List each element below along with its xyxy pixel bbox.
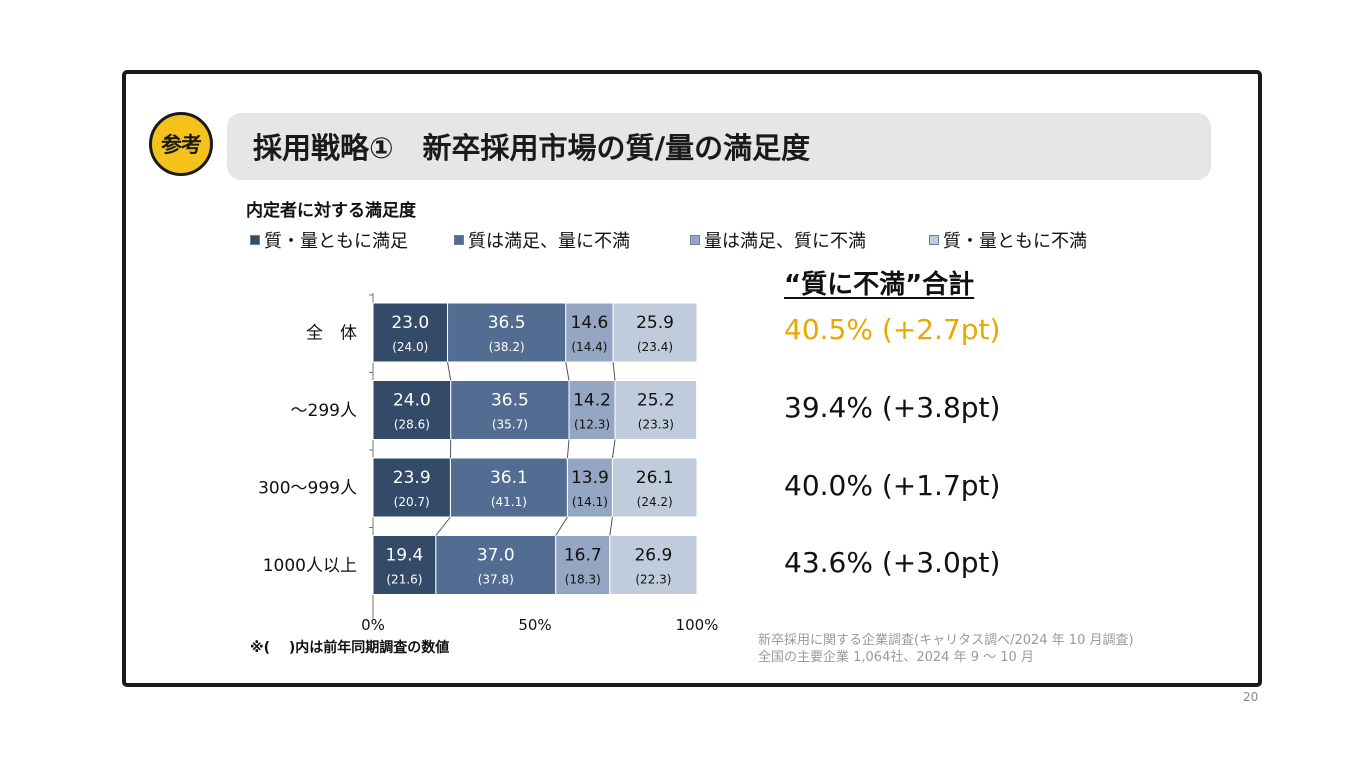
x-tick-label: 0%	[361, 616, 385, 634]
x-tick-label: 100%	[676, 616, 719, 634]
connector-line	[435, 516, 451, 536]
connector-line	[611, 439, 616, 459]
value-label: 23.9	[393, 468, 431, 488]
prev-value-label: (23.3)	[638, 418, 674, 432]
prev-value-label: (37.8)	[478, 573, 514, 587]
legend-item: 質・量ともに不満	[929, 227, 1087, 253]
total-value-small: 39.4% (+3.8pt)	[784, 391, 1001, 424]
legend-label: 質・量ともに満足	[264, 231, 408, 252]
legend-label: 質・量ともに不満	[943, 231, 1087, 252]
value-label: 26.1	[636, 468, 674, 488]
total-value-medium: 40.0% (+1.7pt)	[784, 469, 1001, 502]
connector-line	[565, 361, 570, 381]
value-label: 23.0	[391, 313, 429, 333]
source-line-1: 新卒採用に関する企業調査(キャリタス調べ/2024 年 10 月調査)	[758, 633, 1134, 648]
bar-segment	[372, 457, 451, 518]
chart-title: 内定者に対する満足度	[246, 201, 416, 221]
page-number: 20	[1243, 690, 1259, 704]
connector-line	[612, 361, 616, 381]
category-label: ～299人	[291, 401, 357, 421]
total-value-all: 40.5% (+2.7pt)	[784, 313, 1001, 346]
value-label: 25.2	[637, 391, 675, 411]
reference-badge: 参考	[149, 112, 213, 176]
value-label: 26.9	[634, 546, 672, 566]
prev-value-label: (18.3)	[565, 573, 601, 587]
bar-segment	[611, 457, 698, 518]
prev-value-label: (22.3)	[635, 573, 671, 587]
prev-value-label: (41.1)	[491, 495, 527, 509]
legend-swatch	[690, 235, 700, 245]
category-label: 全 体	[306, 324, 357, 344]
category-label: 300～999人	[258, 479, 357, 499]
legend-swatch	[454, 235, 464, 245]
value-label: 24.0	[393, 391, 431, 411]
bar-segment	[612, 302, 698, 363]
source-note: 新卒採用に関する企業調査(キャリタス調べ/2024 年 10 月調査) 全国の主…	[758, 632, 1134, 666]
prev-value-label: (14.1)	[572, 495, 608, 509]
bar-segment	[372, 380, 452, 440]
prev-value-label: (21.6)	[386, 573, 422, 587]
bar-segment	[555, 535, 611, 595]
prev-value-label: (28.6)	[394, 418, 430, 432]
category-label: 1000人以上	[263, 556, 357, 576]
legend-label: 量は満足、質に不満	[704, 231, 866, 252]
prev-value-label: (23.4)	[637, 340, 673, 354]
value-label: 13.9	[571, 468, 609, 488]
title-bar	[227, 113, 1211, 180]
prev-value-label: (35.7)	[492, 418, 528, 432]
prev-value-label: (24.0)	[392, 340, 428, 354]
prev-value-label: (24.2)	[637, 495, 673, 509]
value-label: 36.5	[488, 313, 526, 333]
legend-item: 量は満足、質に不満	[690, 227, 866, 253]
bar-segment	[609, 535, 698, 595]
bar-segment	[449, 457, 568, 518]
prev-value-label: (38.2)	[489, 340, 525, 354]
bar-segment	[565, 302, 614, 363]
legend-swatch	[929, 235, 939, 245]
prev-value-label: (20.7)	[394, 495, 430, 509]
bar-segment	[450, 380, 570, 440]
bar-segment	[614, 380, 698, 440]
prev-value-label: (12.3)	[574, 418, 610, 432]
value-label: 36.1	[490, 468, 528, 488]
bar-segment	[372, 302, 449, 363]
total-value-large: 43.6% (+3.0pt)	[784, 546, 1001, 579]
connector-line	[609, 516, 613, 536]
value-label: 37.0	[477, 546, 515, 566]
x-tick-label: 50%	[518, 616, 551, 634]
value-label: 36.5	[491, 391, 529, 411]
footnote: ※( )内は前年同期調査の数値	[250, 640, 450, 656]
legend-item: 質・量ともに満足	[250, 227, 408, 253]
stacked-bar-chart: 23.0 (24.0) 36.5 (38.2) 14.6 (14.4) 25.9 (23.4)…	[258, 293, 719, 634]
connector-line	[555, 516, 568, 536]
legend-item: 質は満足、量に不満	[454, 227, 630, 253]
slide-title: 採用戦略① 新卒採用市場の質/量の満足度	[253, 131, 811, 165]
legend-label: 質は満足、量に不満	[468, 231, 630, 252]
chart-legend: 質・量ともに満足 質は満足、量に不満 量は満足、質に不満 質・量ともに不満	[250, 227, 1120, 253]
legend-swatch	[250, 235, 260, 245]
prev-value-label: (14.4)	[571, 340, 607, 354]
value-label: 25.9	[636, 313, 674, 333]
value-label: 19.4	[385, 546, 423, 566]
connector-line	[447, 361, 452, 381]
bar-segment	[372, 535, 437, 595]
bar-segment	[447, 302, 567, 363]
value-label: 14.6	[571, 313, 609, 333]
source-line-2: 全国の主要企業 1,064社、2024 年 9 ～ 10 月	[758, 650, 1034, 665]
bar-segment	[566, 457, 613, 518]
value-label: 16.7	[564, 546, 602, 566]
connector-line	[566, 439, 570, 459]
totals-heading: “質に不満”合計	[784, 270, 975, 300]
bar-segment	[435, 535, 557, 595]
value-label: 14.2	[573, 391, 611, 411]
